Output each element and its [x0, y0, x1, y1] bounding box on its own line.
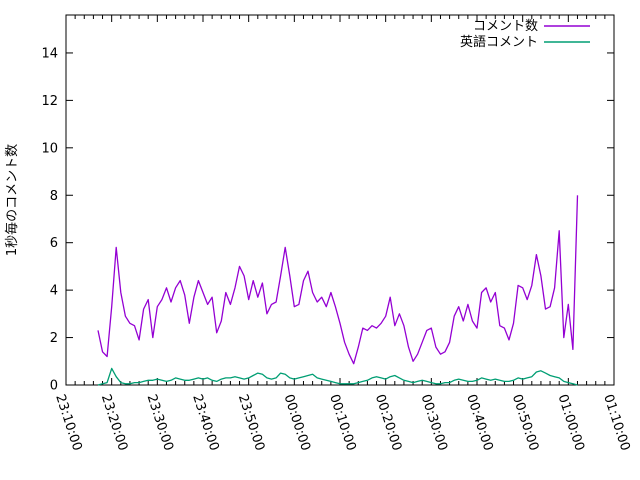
y-axis-title: 1秒毎のコメント数	[4, 144, 20, 256]
x-tick-label: 00:10:00	[326, 393, 358, 453]
x-tick-label: 00:20:00	[372, 393, 404, 453]
y-tick-label: 2	[50, 331, 58, 346]
y-tick-label: 4	[50, 284, 58, 299]
x-tick-label: 23:10:00	[52, 393, 84, 453]
y-tick-label: 14	[41, 46, 58, 61]
y-tick-label: 8	[50, 189, 58, 204]
plot-border	[65, 14, 615, 386]
x-tick-label: 00:40:00	[463, 393, 495, 453]
legend: コメント数 英語コメント	[460, 19, 590, 50]
x-tick-label: 23:30:00	[144, 393, 176, 453]
axes: 0 2 4 6 8 10 12 14 23:10:00 23:20:00 23:30:00 23:40…	[41, 14, 633, 453]
series-line-1	[97, 367, 578, 386]
legend-label-english-comments: 英語コメント	[460, 34, 538, 50]
plot-series	[97, 195, 579, 386]
series-line-0	[97, 195, 579, 365]
x-tick-label: 00:30:00	[418, 393, 450, 453]
legend-label-comment-count: コメント数	[473, 19, 538, 34]
x-tick-label: 01:00:00	[555, 393, 587, 453]
x-tick-label: 00:50:00	[509, 393, 541, 453]
x-tick-label: 23:50:00	[235, 393, 267, 453]
x-tick-label: 23:20:00	[98, 393, 130, 453]
y-tick-label: 10	[41, 141, 58, 156]
x-tick-label: 01:10:00	[600, 393, 632, 453]
x-tick-label: 00:00:00	[281, 393, 313, 453]
y-tick-label: 6	[50, 236, 58, 251]
x-tick-label: 23:40:00	[189, 393, 221, 453]
y-tick-label: 12	[41, 94, 58, 109]
y-tick-label: 0	[50, 379, 58, 394]
